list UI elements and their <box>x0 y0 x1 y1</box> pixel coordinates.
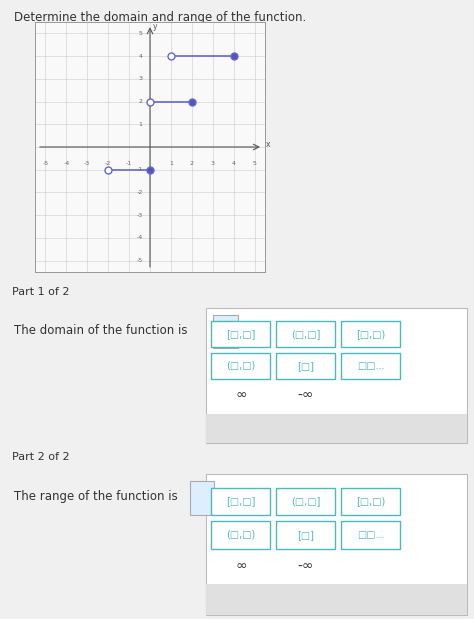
Text: Part 2 of 2: Part 2 of 2 <box>12 452 70 462</box>
FancyBboxPatch shape <box>341 521 400 548</box>
FancyBboxPatch shape <box>276 321 336 347</box>
Text: (□,□]: (□,□] <box>291 329 320 339</box>
Text: -4: -4 <box>63 161 70 166</box>
Text: □□...: □□... <box>357 361 384 371</box>
FancyBboxPatch shape <box>276 521 336 548</box>
FancyBboxPatch shape <box>213 316 238 348</box>
FancyBboxPatch shape <box>341 353 400 379</box>
Text: -5: -5 <box>137 258 143 263</box>
Text: 1: 1 <box>169 161 173 166</box>
Text: .: . <box>238 324 242 337</box>
Text: y: y <box>153 22 158 31</box>
Text: ∞: ∞ <box>235 388 246 402</box>
Text: 4: 4 <box>232 161 236 166</box>
Text: 5: 5 <box>139 31 143 36</box>
Text: 1: 1 <box>139 122 143 127</box>
FancyBboxPatch shape <box>211 321 270 347</box>
Text: -2: -2 <box>105 161 111 166</box>
Text: -1: -1 <box>137 167 143 172</box>
Text: -3: -3 <box>84 161 91 166</box>
Text: 3: 3 <box>139 76 143 81</box>
Text: (□,□): (□,□) <box>226 361 255 371</box>
Text: ↺: ↺ <box>343 422 354 435</box>
Text: ∞: ∞ <box>235 559 246 573</box>
Text: The range of the function is: The range of the function is <box>14 490 178 503</box>
Text: [□,□]: [□,□] <box>226 329 255 339</box>
FancyBboxPatch shape <box>206 584 467 615</box>
FancyBboxPatch shape <box>206 474 467 615</box>
Text: -∞: -∞ <box>298 388 314 402</box>
Text: -2: -2 <box>137 190 143 195</box>
Text: -∞: -∞ <box>298 559 314 573</box>
Text: -4: -4 <box>137 235 143 240</box>
Text: Determine the domain and range of the function.: Determine the domain and range of the fu… <box>14 11 307 24</box>
FancyBboxPatch shape <box>211 521 270 548</box>
Text: -1: -1 <box>126 161 132 166</box>
Text: [□]: [□] <box>297 530 314 540</box>
Text: Part 1 of 2: Part 1 of 2 <box>12 287 69 298</box>
Text: (□,□]: (□,□] <box>291 496 320 506</box>
Text: (□,□): (□,□) <box>226 530 255 540</box>
Text: [□,□): [□,□) <box>356 329 385 339</box>
Text: [□]: [□] <box>297 361 314 371</box>
Text: .: . <box>215 490 219 503</box>
FancyBboxPatch shape <box>190 481 214 516</box>
FancyBboxPatch shape <box>341 321 400 347</box>
Text: 2: 2 <box>190 161 194 166</box>
Text: ×: × <box>277 422 287 435</box>
Text: -3: -3 <box>137 213 143 218</box>
FancyBboxPatch shape <box>211 488 270 515</box>
Text: x: x <box>266 141 271 149</box>
Text: [□,□): [□,□) <box>356 496 385 506</box>
Text: □□...: □□... <box>357 530 384 540</box>
Text: The domain of the function is: The domain of the function is <box>14 324 188 337</box>
FancyBboxPatch shape <box>341 488 400 515</box>
Text: 5: 5 <box>253 161 256 166</box>
FancyBboxPatch shape <box>206 308 467 443</box>
FancyBboxPatch shape <box>211 353 270 379</box>
Text: -5: -5 <box>42 161 48 166</box>
FancyBboxPatch shape <box>206 413 467 443</box>
Text: 4: 4 <box>139 54 143 59</box>
FancyBboxPatch shape <box>276 488 336 515</box>
Text: ×: × <box>277 595 287 608</box>
Text: 3: 3 <box>211 161 215 166</box>
Text: [□,□]: [□,□] <box>226 496 255 506</box>
Text: 2: 2 <box>139 99 143 104</box>
Text: ↺: ↺ <box>343 595 354 608</box>
FancyBboxPatch shape <box>276 353 336 379</box>
